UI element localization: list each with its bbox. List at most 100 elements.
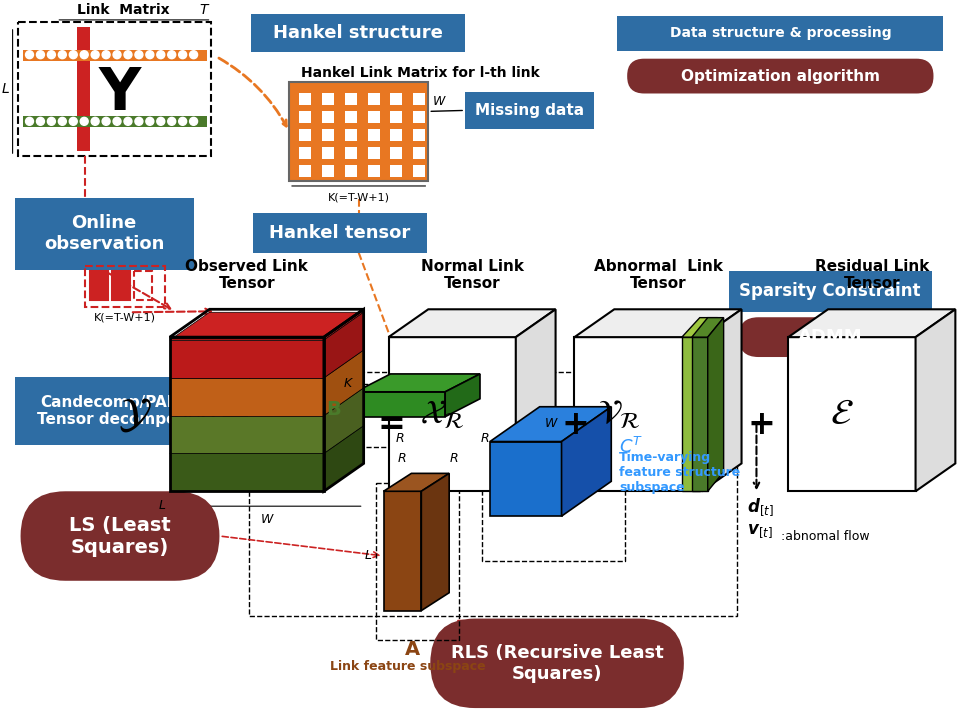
Polygon shape xyxy=(170,350,364,378)
Circle shape xyxy=(146,117,154,125)
Polygon shape xyxy=(708,318,724,491)
Bar xyxy=(299,112,311,123)
Polygon shape xyxy=(170,415,324,454)
Text: Online
observation: Online observation xyxy=(44,215,164,253)
Bar xyxy=(299,94,311,105)
Bar xyxy=(368,130,379,141)
Bar xyxy=(368,147,379,159)
Circle shape xyxy=(190,50,198,59)
Bar xyxy=(348,384,490,446)
Bar xyxy=(729,271,932,312)
Polygon shape xyxy=(490,407,612,441)
Bar xyxy=(112,271,130,300)
Circle shape xyxy=(47,117,56,125)
Text: L: L xyxy=(158,499,165,512)
Bar xyxy=(414,147,425,159)
Polygon shape xyxy=(170,426,364,454)
Polygon shape xyxy=(702,310,741,491)
Text: K(=T-W+1): K(=T-W+1) xyxy=(94,312,156,323)
Text: Optimization algorithm: Optimization algorithm xyxy=(681,68,879,84)
Text: R: R xyxy=(481,431,490,445)
Text: Link  Matrix: Link Matrix xyxy=(77,3,170,17)
Circle shape xyxy=(179,50,186,59)
Polygon shape xyxy=(700,318,718,491)
Bar xyxy=(14,377,249,444)
Polygon shape xyxy=(421,473,449,611)
Polygon shape xyxy=(170,454,324,491)
Polygon shape xyxy=(516,310,556,491)
Bar xyxy=(289,81,428,181)
Circle shape xyxy=(146,50,154,59)
Text: $\mathcal{X}_\mathcal{R}$: $\mathcal{X}_\mathcal{R}$ xyxy=(420,397,465,431)
Text: Link feature subspace: Link feature subspace xyxy=(329,660,485,673)
Bar xyxy=(345,112,357,123)
Polygon shape xyxy=(356,392,445,417)
Text: $\boldsymbol{d}_{[t]}$: $\boldsymbol{d}_{[t]}$ xyxy=(747,496,774,517)
Text: Abnormal  Link
Tensor: Abnormal Link Tensor xyxy=(593,259,723,292)
Circle shape xyxy=(135,50,143,59)
Polygon shape xyxy=(356,374,480,392)
Text: R: R xyxy=(450,452,459,465)
Bar xyxy=(299,165,311,177)
Bar xyxy=(17,22,211,156)
Circle shape xyxy=(36,117,44,125)
Bar xyxy=(77,27,90,151)
Text: Candecomp/PARAFAC
Tensor decomposition: Candecomp/PARAFAC Tensor decomposition xyxy=(37,395,225,427)
Bar xyxy=(252,14,465,52)
Bar xyxy=(414,94,425,105)
Circle shape xyxy=(36,50,44,59)
Polygon shape xyxy=(384,491,421,611)
FancyBboxPatch shape xyxy=(627,59,933,94)
Circle shape xyxy=(26,50,34,59)
Polygon shape xyxy=(170,388,364,415)
Text: Missing data: Missing data xyxy=(475,103,585,118)
Text: Y: Y xyxy=(98,66,140,122)
Polygon shape xyxy=(445,374,480,417)
Text: A: A xyxy=(405,641,420,660)
Text: $\mathcal{Y}$: $\mathcal{Y}$ xyxy=(118,393,152,435)
Text: Hankel structure: Hankel structure xyxy=(273,24,443,42)
Bar xyxy=(617,16,944,50)
Text: Normal Link
Tensor: Normal Link Tensor xyxy=(420,259,523,292)
Circle shape xyxy=(113,117,121,125)
Circle shape xyxy=(156,50,165,59)
Polygon shape xyxy=(324,388,364,454)
Text: W: W xyxy=(260,513,273,526)
Bar xyxy=(482,427,625,561)
Text: Hankel Link Matrix for l-th link: Hankel Link Matrix for l-th link xyxy=(301,66,540,80)
Circle shape xyxy=(26,117,34,125)
Bar xyxy=(322,130,334,141)
Text: ADMM: ADMM xyxy=(798,328,863,346)
Bar xyxy=(345,147,357,159)
Polygon shape xyxy=(682,318,718,337)
Text: Sparsity Constraint: Sparsity Constraint xyxy=(739,282,921,300)
Bar xyxy=(14,198,194,269)
Text: $\mathcal{E}$: $\mathcal{E}$ xyxy=(829,397,853,431)
Circle shape xyxy=(113,50,121,59)
Bar xyxy=(345,130,357,141)
Bar xyxy=(368,165,379,177)
Text: T: T xyxy=(200,3,207,17)
Polygon shape xyxy=(324,426,364,491)
Polygon shape xyxy=(384,473,449,491)
Bar xyxy=(465,91,594,130)
Bar xyxy=(345,165,357,177)
Bar xyxy=(414,165,425,177)
Bar xyxy=(375,483,459,641)
Circle shape xyxy=(135,117,143,125)
Circle shape xyxy=(47,50,56,59)
Bar xyxy=(22,117,206,127)
Bar xyxy=(414,130,425,141)
Circle shape xyxy=(190,117,198,125)
Circle shape xyxy=(168,117,176,125)
Bar xyxy=(414,112,425,123)
Text: $\boldsymbol{v}_{[t]}$: $\boldsymbol{v}_{[t]}$ xyxy=(747,521,772,539)
Circle shape xyxy=(124,50,132,59)
Text: L: L xyxy=(365,549,372,562)
Circle shape xyxy=(124,117,132,125)
Text: R: R xyxy=(398,452,407,465)
Text: W: W xyxy=(433,95,445,108)
Polygon shape xyxy=(574,310,741,337)
Bar xyxy=(134,271,152,300)
Text: W: W xyxy=(544,417,557,430)
